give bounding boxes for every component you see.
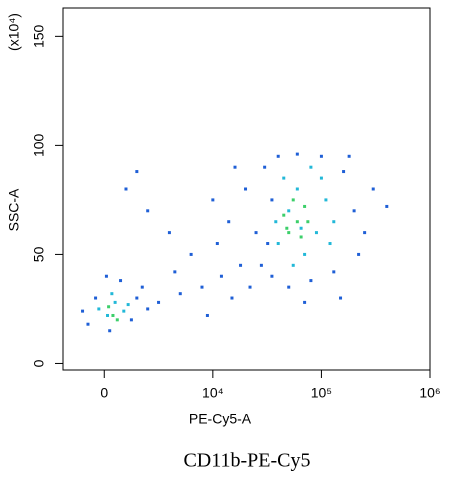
point	[352, 209, 356, 213]
point	[291, 198, 295, 202]
point	[332, 220, 336, 224]
plot-frame	[62, 7, 431, 371]
point	[244, 187, 248, 191]
point	[167, 231, 171, 235]
point	[129, 318, 133, 322]
y-tick-label: 150	[31, 24, 47, 48]
y-tick-label: 100	[31, 133, 47, 157]
point	[324, 198, 328, 202]
point	[270, 198, 274, 202]
point	[140, 285, 144, 289]
point	[263, 165, 267, 169]
point	[299, 226, 303, 230]
point	[319, 154, 323, 158]
point	[270, 274, 274, 278]
point	[259, 263, 263, 267]
x-tick-label: 10⁵	[311, 385, 332, 401]
point	[357, 252, 361, 256]
point	[276, 242, 280, 246]
point	[126, 303, 130, 307]
point	[178, 292, 182, 296]
point	[227, 220, 231, 224]
point	[233, 165, 237, 169]
point	[319, 176, 323, 180]
point	[303, 204, 307, 208]
point	[205, 313, 209, 317]
point	[248, 285, 252, 289]
point	[274, 220, 278, 224]
x-tick-label: 10⁶	[419, 385, 440, 401]
point	[94, 296, 98, 300]
point	[363, 231, 367, 235]
point	[104, 274, 108, 278]
caption: CD11b-PE-Cy5	[183, 450, 310, 472]
point	[282, 176, 286, 180]
point	[115, 318, 119, 322]
point	[287, 285, 291, 289]
point	[124, 187, 128, 191]
point	[219, 274, 223, 278]
point	[295, 152, 299, 156]
x-tick-label: 10⁴	[202, 385, 224, 401]
point	[309, 165, 313, 169]
point	[328, 242, 332, 246]
point	[385, 204, 389, 208]
point	[86, 322, 90, 326]
point	[146, 209, 150, 213]
point	[97, 307, 101, 311]
point	[299, 235, 303, 239]
point	[107, 305, 111, 309]
y-multiplier: (x10⁴)	[6, 13, 22, 51]
point	[135, 296, 139, 300]
point	[119, 279, 123, 283]
point	[303, 300, 307, 304]
point	[339, 296, 343, 300]
point	[276, 154, 280, 158]
point	[189, 252, 193, 256]
x-axis-label: PE-Cy5-A	[189, 411, 252, 427]
point	[106, 313, 110, 317]
point	[211, 198, 215, 202]
point	[215, 242, 219, 246]
point	[342, 170, 346, 174]
point	[347, 154, 351, 158]
point	[146, 307, 150, 311]
point	[135, 170, 139, 174]
point	[254, 231, 258, 235]
point	[111, 313, 115, 317]
point	[81, 309, 85, 313]
point	[287, 231, 291, 235]
point	[200, 285, 204, 289]
point	[287, 209, 291, 213]
point	[309, 279, 313, 283]
x-tick-label: 0	[100, 385, 108, 401]
point	[266, 242, 270, 246]
point	[291, 263, 295, 267]
point	[157, 300, 161, 304]
point	[314, 231, 318, 235]
point	[173, 270, 177, 274]
point	[113, 300, 117, 304]
point	[306, 220, 310, 224]
point	[285, 226, 289, 230]
point	[239, 263, 243, 267]
point	[295, 187, 299, 191]
point	[282, 213, 286, 217]
point	[303, 252, 307, 256]
point	[230, 296, 234, 300]
point	[371, 187, 375, 191]
point	[122, 309, 126, 313]
y-tick-label: 0	[31, 359, 47, 367]
y-axis-label: SSC-A	[6, 188, 22, 231]
y-tick-label: 50	[31, 246, 47, 262]
point	[110, 292, 114, 296]
point	[108, 329, 112, 333]
point	[332, 270, 336, 274]
point	[295, 220, 299, 224]
